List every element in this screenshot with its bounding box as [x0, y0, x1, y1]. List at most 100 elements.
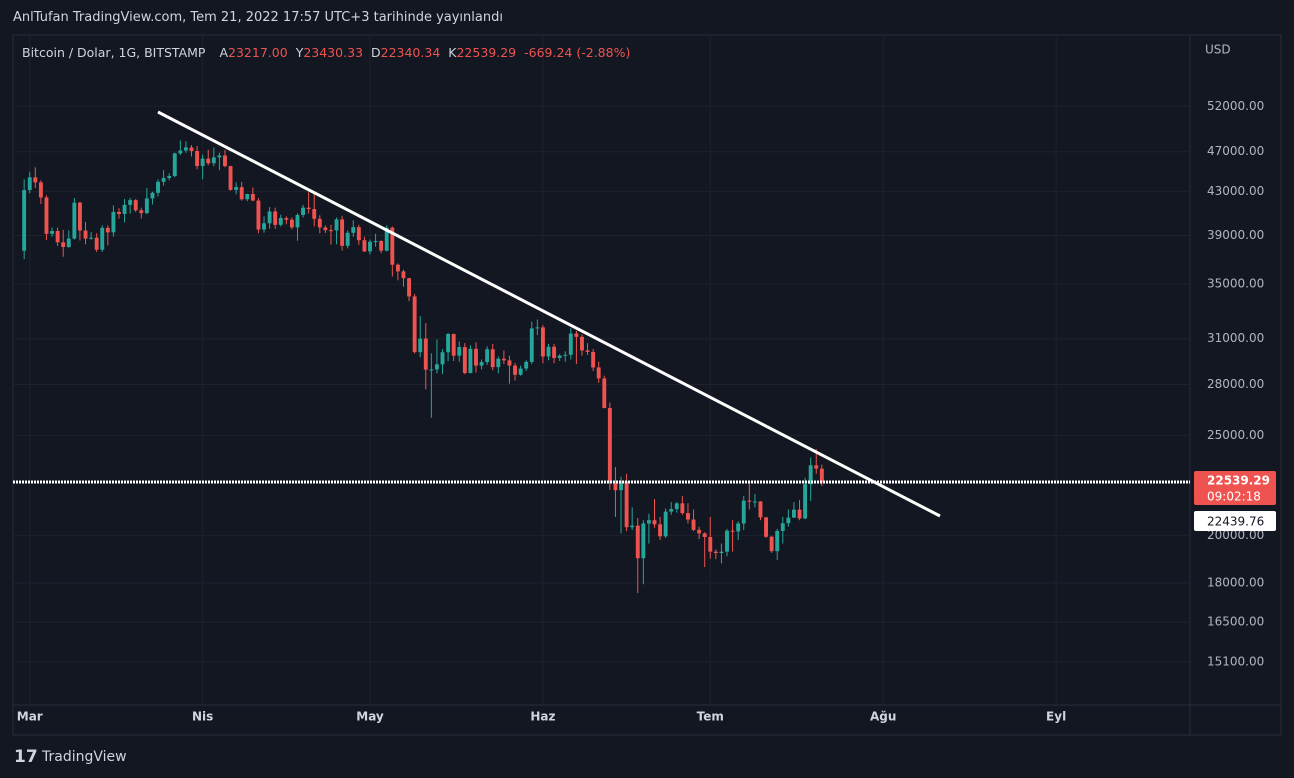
- y-tick-label: 43000.00: [1207, 184, 1264, 198]
- candle-body: [730, 530, 735, 532]
- candle-body: [457, 347, 462, 356]
- candle-body: [122, 204, 127, 214]
- y-tick-label: 47000.00: [1207, 144, 1264, 158]
- candle-body: [725, 530, 729, 552]
- candle-body: [228, 166, 233, 190]
- candle-body: [769, 536, 774, 552]
- candle-body: [613, 483, 618, 491]
- candle-body: [819, 468, 824, 482]
- candle-body: [217, 155, 222, 158]
- legend-value: 22539.29: [456, 45, 517, 60]
- candle-body: [401, 271, 406, 279]
- trend-line: [157, 110, 941, 518]
- candle-body: [752, 501, 757, 503]
- candle-body: [429, 369, 434, 371]
- candle-body: [301, 207, 306, 215]
- y-tick-label: 16500.00: [1207, 615, 1264, 629]
- candle-body: [189, 147, 194, 152]
- candle-body: [574, 333, 579, 337]
- candle-body: [167, 176, 172, 178]
- candle-body: [602, 378, 607, 409]
- candle-body: [719, 551, 724, 554]
- candle-body: [440, 352, 445, 365]
- candle-body: [178, 150, 183, 154]
- y-tick-label: 18000.00: [1207, 575, 1264, 589]
- candle-body: [713, 551, 718, 554]
- legend-key: D: [370, 45, 381, 60]
- symbol: Bitcoin / Dolar, 1G, BITSTAMP: [22, 45, 206, 60]
- price-label: 22539.29: [1207, 473, 1270, 487]
- x-tick-label: Eyl: [1046, 710, 1066, 724]
- candle-body: [195, 151, 200, 166]
- candle-body: [211, 157, 216, 164]
- candle-body: [540, 327, 545, 357]
- y-tick-label: 52000.00: [1207, 99, 1264, 113]
- candle-body: [144, 198, 149, 214]
- y-tick-label: 39000.00: [1207, 228, 1264, 242]
- candle-body: [340, 219, 345, 246]
- candle-body: [362, 240, 367, 252]
- symbol-legend: Bitcoin / Dolar, 1G, BITSTAMP A23217.00 Y…: [22, 45, 630, 60]
- candle-body: [22, 190, 27, 251]
- candle-body: [513, 365, 517, 375]
- candle-body: [786, 517, 791, 524]
- candle-body: [373, 241, 378, 243]
- candle-body: [278, 218, 283, 225]
- line-label-bg: [1194, 510, 1276, 531]
- candle-body: [797, 509, 802, 519]
- candle-body: [200, 158, 205, 166]
- candle-body: [596, 367, 601, 379]
- candle-body: [546, 346, 551, 357]
- candle-body: [814, 465, 819, 469]
- logo-mark: 17: [14, 747, 38, 767]
- candle-body: [379, 241, 384, 251]
- candle-body: [139, 210, 144, 214]
- candle-body: [267, 211, 272, 224]
- candle-body: [652, 520, 657, 525]
- candle-body: [580, 336, 584, 351]
- y-tick-label: 31000.00: [1207, 331, 1264, 345]
- x-tick-label: Tem: [697, 710, 724, 724]
- candle-body: [479, 362, 484, 366]
- x-tick-label: Haz: [530, 710, 555, 724]
- legend-value: 23217.00: [228, 45, 288, 60]
- candle-body: [485, 349, 490, 363]
- candle-body: [641, 523, 646, 559]
- candle-body: [552, 346, 557, 358]
- candle-body: [775, 530, 780, 552]
- candle-body: [345, 232, 350, 246]
- candle-body: [50, 230, 54, 234]
- candle-body: [557, 355, 562, 358]
- candle-body: [686, 513, 690, 520]
- candle-body: [395, 264, 400, 272]
- candle-body: [496, 358, 501, 368]
- candle-body: [66, 238, 71, 247]
- candle-body: [451, 333, 456, 356]
- candle-body: [77, 202, 82, 231]
- currency: USD: [1205, 43, 1231, 57]
- candle-body: [434, 364, 439, 370]
- candle-body: [384, 227, 389, 251]
- candle-body: [468, 348, 473, 374]
- candle-body: [239, 187, 244, 200]
- x-tick-label: Ağu: [870, 710, 896, 724]
- legend-key: A: [219, 45, 229, 60]
- candle-body: [256, 200, 261, 230]
- candle-body: [630, 525, 635, 528]
- legend-value: 23430.33: [303, 45, 363, 60]
- legend-value: 22340.34: [380, 45, 441, 60]
- candle-body: [808, 465, 813, 485]
- candle-body: [585, 350, 590, 352]
- candle-body: [529, 328, 534, 362]
- candle-body: [351, 227, 356, 233]
- candle-body: [741, 500, 746, 524]
- candle-body: [607, 408, 612, 484]
- candle-body: [412, 296, 417, 353]
- candle-body: [390, 227, 395, 265]
- x-tick-label: May: [356, 710, 384, 724]
- y-tick-label: 25000.00: [1207, 428, 1264, 442]
- candle-body: [262, 223, 266, 230]
- candle-body: [624, 481, 629, 528]
- candle-body: [474, 348, 478, 366]
- legend-key: Y: [295, 45, 304, 60]
